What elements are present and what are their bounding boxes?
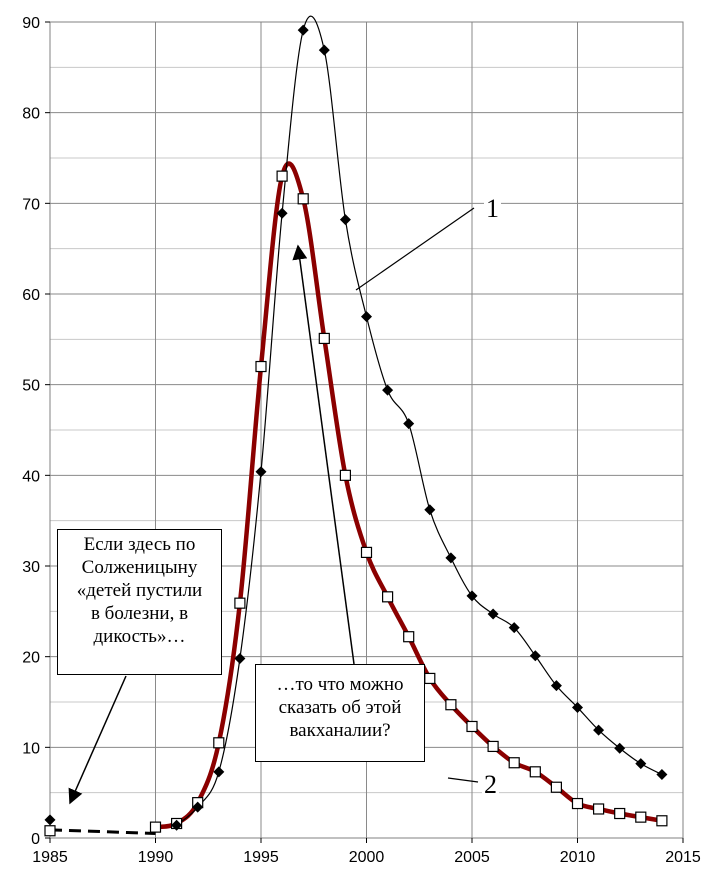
bacchanalia-arrow xyxy=(292,244,355,665)
series-1-point xyxy=(466,590,478,602)
x-tick-label: 1990 xyxy=(138,849,174,866)
series-2-point xyxy=(255,360,267,373)
series-1-point xyxy=(297,24,309,36)
series-1-point xyxy=(487,608,499,620)
series-2-point xyxy=(445,699,457,711)
series-2-point xyxy=(466,720,478,733)
x-axis-ticks: 1985 1990 1995 2000 2005 2010 2015 xyxy=(32,838,701,866)
series-1-point xyxy=(445,552,457,564)
annotation-arrows xyxy=(68,207,479,805)
bacchanalia-note-line: …то что можно xyxy=(276,674,404,695)
series-2-point xyxy=(592,803,605,815)
series-markers xyxy=(44,24,668,837)
series-1-point xyxy=(255,466,267,478)
y-tick-label: 50 xyxy=(22,378,40,395)
series-2-point xyxy=(424,672,436,685)
y-axis-ticks: 0 10 20 30 40 50 60 70 80 90 xyxy=(22,15,50,848)
series-2-point xyxy=(44,825,56,837)
x-tick-label: 2000 xyxy=(349,849,385,866)
series-2-point xyxy=(529,766,541,778)
series-1-point xyxy=(614,742,626,754)
series-1-point xyxy=(192,801,204,813)
y-tick-label: 80 xyxy=(22,106,40,123)
x-tick-label: 2015 xyxy=(665,849,701,866)
solzhenitsyn-arrow xyxy=(68,675,127,805)
y-tick-label: 60 xyxy=(22,287,40,304)
series-2-point xyxy=(318,332,330,345)
y-tick-label: 90 xyxy=(22,15,40,32)
series-2-point xyxy=(382,591,394,603)
dashed-gap-line xyxy=(49,828,156,835)
series-1-point xyxy=(339,214,351,226)
series-2-label: 2 xyxy=(482,770,499,800)
y-tick-label: 10 xyxy=(22,740,40,757)
bacchanalia-note: …то что можно сказать об этой вакханалии… xyxy=(255,664,425,762)
series-2-point xyxy=(276,170,288,182)
series-2-point xyxy=(656,815,668,827)
series-1-point xyxy=(403,418,415,430)
series-1-point xyxy=(529,650,541,662)
y-tick-label: 70 xyxy=(22,196,40,213)
bacchanalia-note-line: вакханалии? xyxy=(289,720,391,741)
x-tick-label: 1985 xyxy=(32,849,68,866)
series-1-point xyxy=(276,207,288,219)
series-2-point xyxy=(550,781,563,793)
series-1-point xyxy=(550,680,562,692)
series-1-point xyxy=(635,758,647,770)
series-1-point xyxy=(593,724,605,736)
series-1-point xyxy=(234,652,246,664)
series-1-point xyxy=(171,819,183,831)
series-1-point xyxy=(318,44,330,56)
bacchanalia-note-line: сказать об этой xyxy=(278,697,402,718)
series-2-point xyxy=(508,757,520,769)
solzhenitsyn-note-line: Солженицыну xyxy=(81,557,198,578)
solzhenitsyn-note: Если здесь по Солженицыну «детей пустили… xyxy=(57,529,222,675)
y-tick-label: 30 xyxy=(22,559,40,576)
solzhenitsyn-note-line: «детей пустили xyxy=(76,580,203,601)
series-2-point xyxy=(339,469,351,481)
series-2-point xyxy=(213,737,225,749)
series-2-point xyxy=(297,193,309,205)
series-2-point xyxy=(487,740,499,753)
solzhenitsyn-note-line: в болезни, в xyxy=(90,603,189,624)
series-2-point xyxy=(234,597,246,609)
x-tick-label: 2010 xyxy=(560,849,596,866)
series-2-point xyxy=(360,546,373,559)
series-2-point xyxy=(571,797,584,810)
series-1-point xyxy=(424,504,436,516)
series-2-point xyxy=(614,807,626,820)
series-2-point xyxy=(635,811,647,823)
y-tick-label: 20 xyxy=(22,650,40,667)
series-2-point xyxy=(403,631,415,643)
solzhenitsyn-note-line: Если здесь по xyxy=(83,534,196,555)
solzhenitsyn-note-line: дикость»… xyxy=(93,626,186,647)
series-1-point xyxy=(656,769,668,781)
series-1-leader-line xyxy=(355,207,475,291)
series-1-point xyxy=(361,311,372,323)
y-tick-label: 0 xyxy=(31,831,40,848)
series-1-point xyxy=(508,622,520,634)
x-tick-label: 1995 xyxy=(243,849,279,866)
series-1-point xyxy=(213,766,225,778)
series-2-leader-line xyxy=(447,777,479,783)
series-1-point xyxy=(44,814,56,826)
series-1-label: 1 xyxy=(484,194,501,224)
series-2-point xyxy=(149,821,162,833)
series-1-point xyxy=(382,384,394,396)
series-1-point xyxy=(572,701,583,713)
y-tick-label: 40 xyxy=(22,468,40,485)
x-tick-label: 2005 xyxy=(454,849,490,866)
